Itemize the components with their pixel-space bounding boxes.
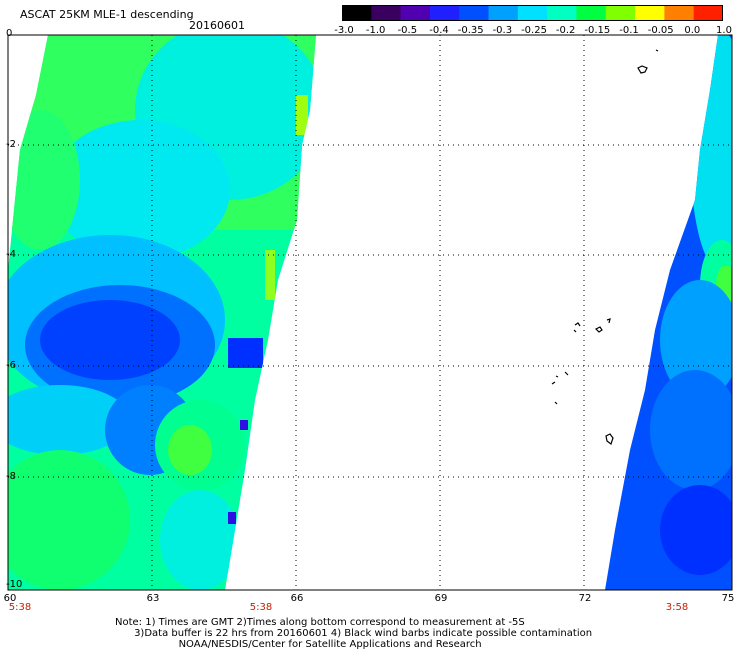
x-tick-label: 63: [146, 593, 160, 604]
colorbar-segment: [664, 5, 695, 21]
y-tick-label: -4: [6, 249, 16, 260]
colorbar-segment: [400, 5, 431, 21]
colorbar-segment: [547, 5, 578, 21]
colorbar-label: -0.5: [397, 25, 418, 36]
time-label: 5:38: [8, 602, 32, 613]
colorbar-label: -3.0: [334, 25, 354, 36]
colorbar-label: -0.05: [647, 25, 674, 36]
colorbar-label: -0.15: [584, 25, 611, 36]
map-grid: [8, 35, 732, 590]
colorbar-segment: [517, 5, 548, 21]
x-tick-label: 66: [290, 593, 304, 604]
footer-notes: Note: 1) Times are GMT 2)Times along bot…: [115, 617, 592, 650]
x-tick-label: 72: [578, 593, 592, 604]
colorbar-label: -0.3: [492, 25, 513, 36]
island-outlines: [551, 49, 659, 445]
x-tick-label: 75: [721, 593, 735, 604]
colorbar-label: -0.35: [457, 25, 484, 36]
time-label: 5:38: [249, 602, 273, 613]
colorbar-label: 1.0: [716, 25, 732, 36]
colorbar-segment: [429, 5, 460, 21]
y-tick-label: -10: [6, 579, 23, 590]
colorbar-label: -0.1: [619, 25, 639, 36]
colorbar-label: -0.2: [555, 25, 576, 36]
note-line: Note: 1) Times are GMT 2)Times along bot…: [115, 617, 525, 628]
map-title: ASCAT 25KM MLE-1 descending: [20, 8, 194, 21]
x-tick-label: 60: [3, 593, 17, 604]
colorbar-segment: [693, 5, 723, 21]
colorbar-segment: [459, 5, 490, 21]
colorbar-segment: [488, 5, 519, 21]
colorbar-labels: -3.0 -1.0 -0.5 -0.4 -0.35 -0.3 -0.25 -0.2 -0.15-…: [330, 25, 736, 37]
plot-frame: [7, 34, 733, 591]
note-line: NOAA/NESDIS/Center for Satellite Applica…: [115, 639, 482, 650]
colorbar-label: -0.25: [521, 25, 547, 36]
note-line: 3)Data buffer is 22 hrs from 20160601 4)…: [115, 628, 593, 639]
colorbar-label: -1.0: [365, 25, 386, 36]
map-date: 20160601: [189, 19, 245, 32]
colorbar-segment: [576, 5, 607, 21]
colorbar-segment: [635, 5, 665, 21]
colorbar: [342, 5, 723, 21]
y-tick-label: -6: [6, 360, 16, 371]
y-tick-label: -8: [6, 471, 16, 482]
colorbar-label: -0.4: [429, 25, 449, 36]
y-tick-label: -2: [6, 139, 16, 150]
left-swath: [8, 35, 316, 590]
x-tick-label: 69: [434, 593, 448, 604]
y-tick-label: 0: [6, 28, 13, 39]
colorbar-segment: [605, 5, 636, 21]
time-label: 3:58: [665, 602, 689, 613]
right-swath: [605, 35, 732, 590]
colorbar-label: 0.0: [684, 25, 701, 36]
colorbar-segment: [371, 5, 402, 21]
colorbar-segment: [342, 5, 372, 21]
